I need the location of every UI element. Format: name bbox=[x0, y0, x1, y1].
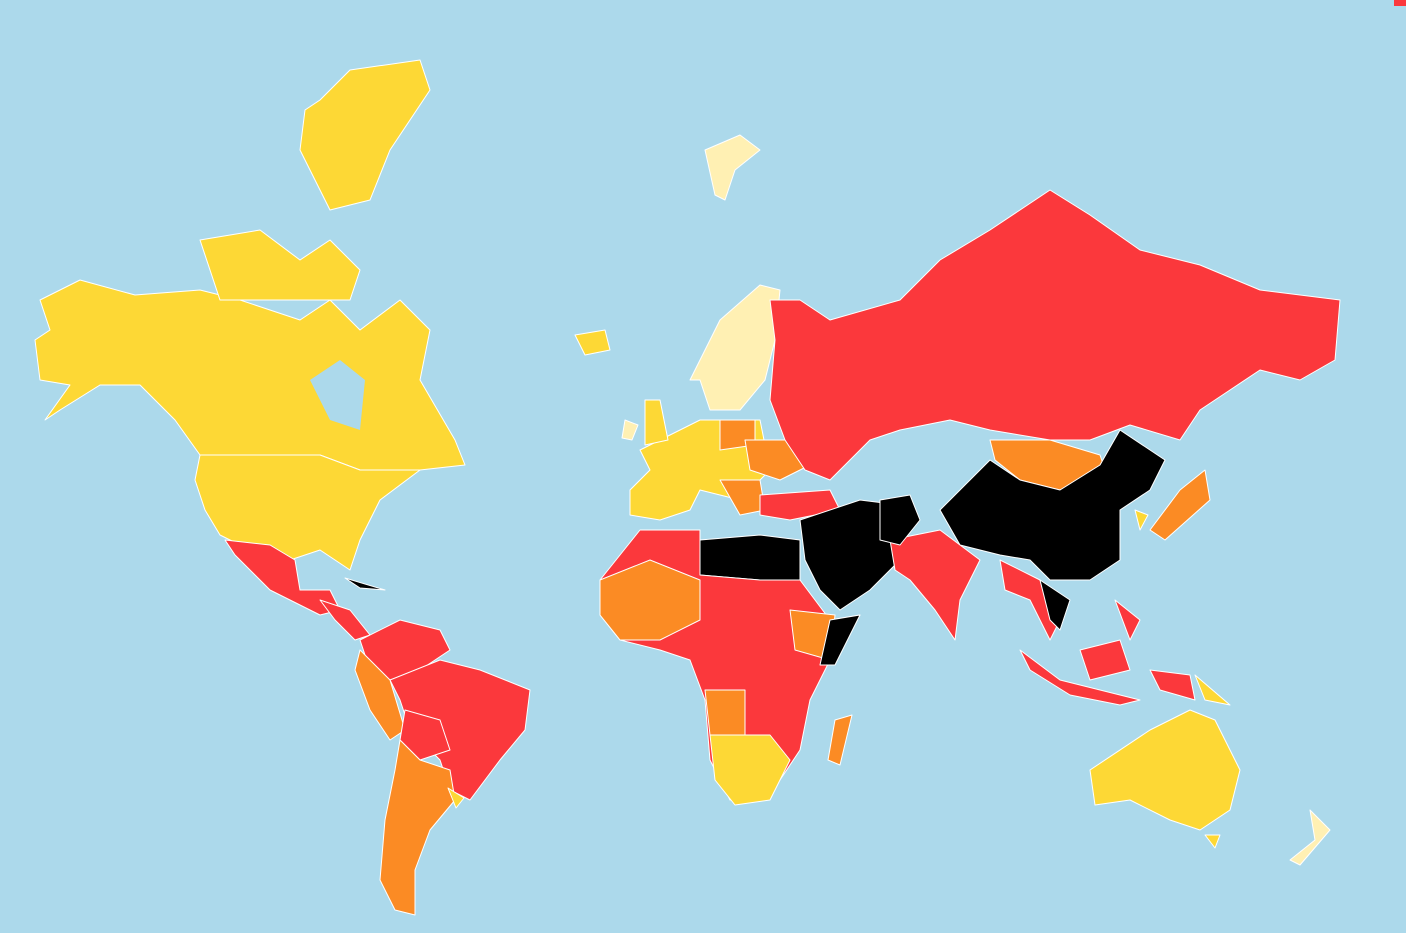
region-iceland[interactable] bbox=[574, 329, 611, 356]
corner-marker bbox=[1394, 0, 1406, 6]
region-southern-africa[interactable] bbox=[709, 734, 791, 806]
region-peru-ecuador[interactable] bbox=[354, 649, 406, 741]
region-borneo[interactable] bbox=[1079, 639, 1131, 681]
region-bolivia[interactable] bbox=[399, 709, 451, 761]
region-tasmania[interactable] bbox=[1204, 834, 1221, 849]
region-sumatra-java[interactable] bbox=[1019, 649, 1141, 706]
region-west-africa[interactable] bbox=[599, 559, 701, 641]
region-hudson-bay[interactable] bbox=[310, 360, 365, 430]
region-philippines[interactable] bbox=[1114, 599, 1141, 641]
region-central-america[interactable] bbox=[319, 599, 371, 641]
region-vietnam[interactable] bbox=[1039, 579, 1071, 631]
region-arctic-islands[interactable] bbox=[199, 229, 361, 301]
region-uruguay[interactable] bbox=[447, 787, 465, 809]
region-japan[interactable] bbox=[1149, 469, 1211, 541]
region-argentina-chile[interactable] bbox=[379, 739, 456, 916]
region-usa[interactable] bbox=[194, 454, 421, 571]
region-cuba[interactable] bbox=[344, 577, 386, 591]
region-india[interactable] bbox=[889, 529, 981, 641]
region-china[interactable] bbox=[939, 429, 1166, 581]
region-new-zealand[interactable] bbox=[1289, 809, 1331, 866]
region-greenland[interactable] bbox=[299, 59, 431, 211]
region-angola[interactable] bbox=[704, 689, 746, 736]
region-somalia[interactable] bbox=[819, 614, 861, 666]
region-scandinavia[interactable] bbox=[689, 284, 781, 411]
region-uk[interactable] bbox=[644, 399, 669, 446]
region-australia[interactable] bbox=[1089, 709, 1241, 831]
region-ireland[interactable] bbox=[621, 419, 639, 441]
region-south-korea[interactable] bbox=[1134, 509, 1149, 531]
region-svalbard[interactable] bbox=[704, 134, 761, 201]
region-afghanistan-pakistan[interactable] bbox=[879, 494, 921, 546]
region-russia[interactable] bbox=[769, 189, 1341, 481]
region-papua-new-guinea[interactable] bbox=[1194, 674, 1231, 706]
region-papua[interactable] bbox=[1149, 669, 1196, 701]
country-regions bbox=[34, 59, 1341, 916]
region-madagascar[interactable] bbox=[827, 714, 853, 766]
region-middle-east[interactable] bbox=[799, 499, 901, 611]
region-north-africa[interactable] bbox=[699, 534, 801, 581]
